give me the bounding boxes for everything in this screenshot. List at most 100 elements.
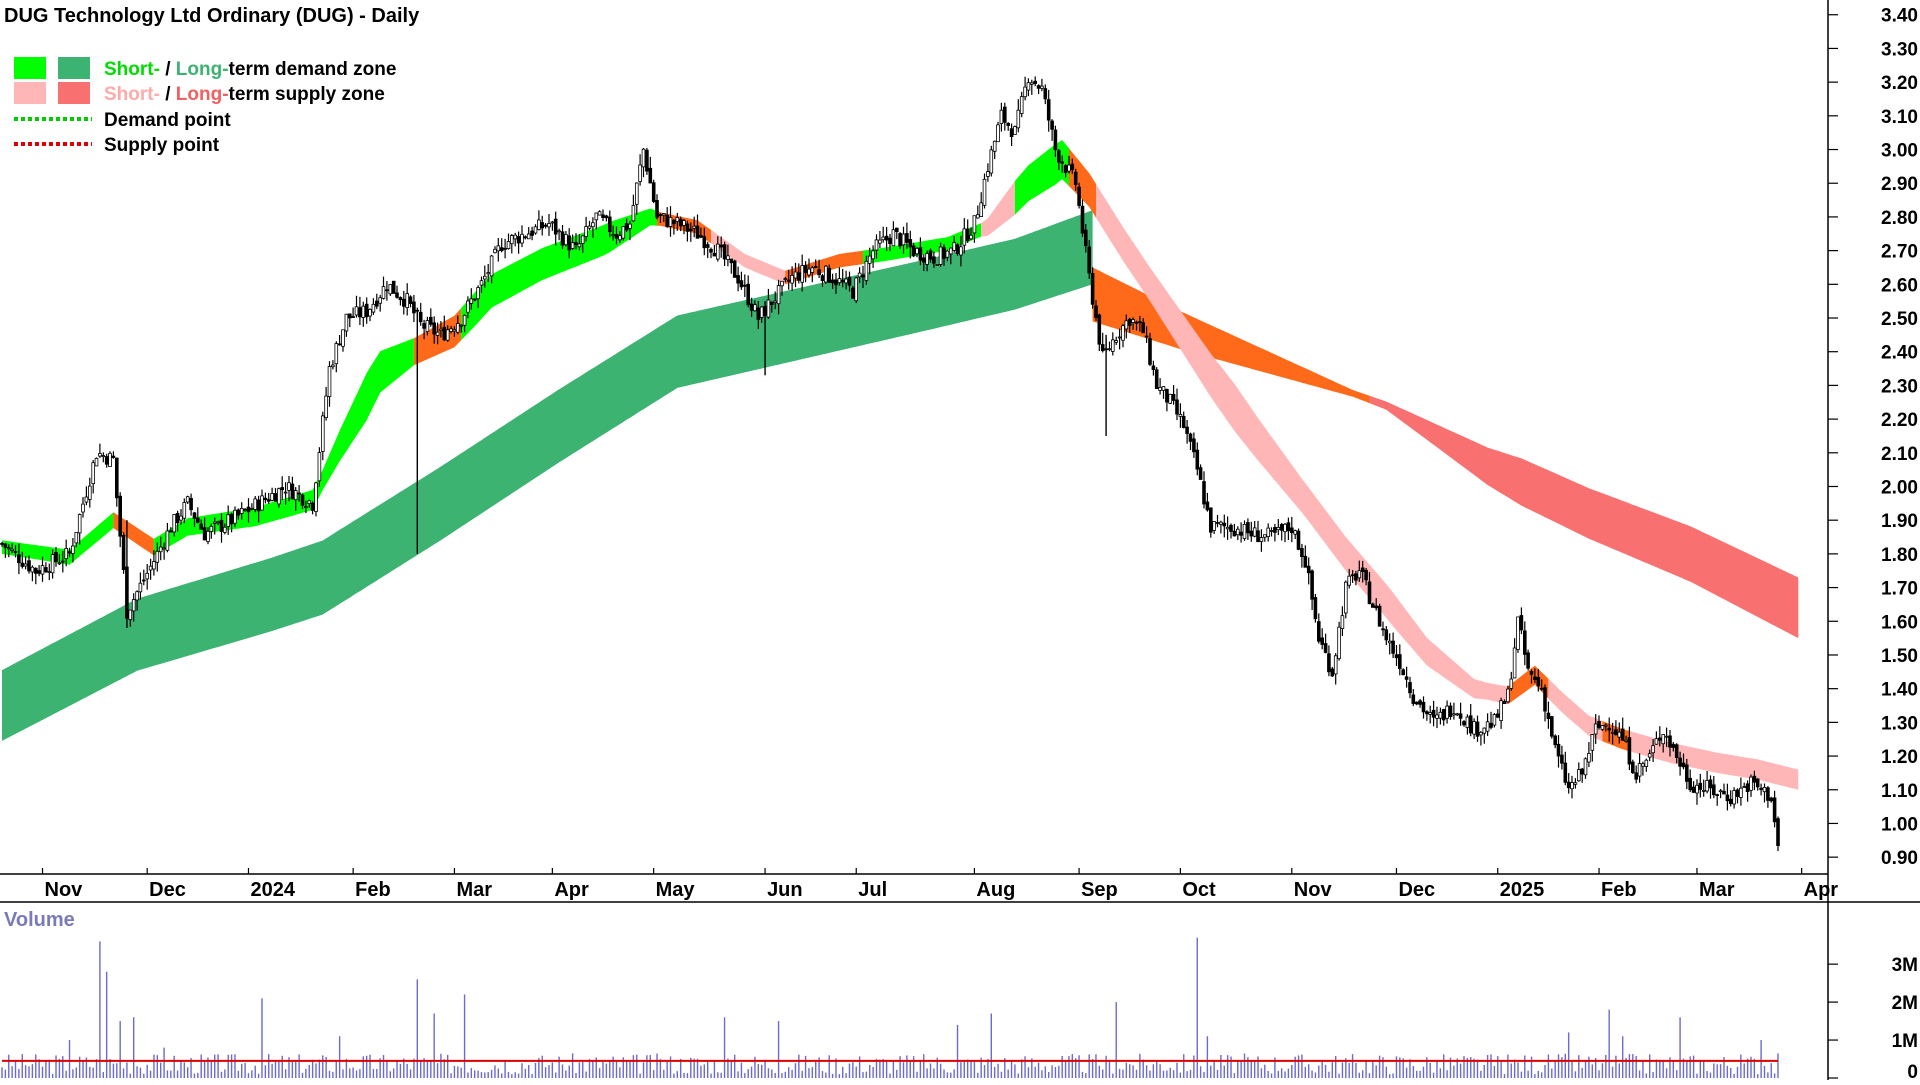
candle-body — [401, 298, 406, 307]
candle-body — [23, 563, 28, 567]
candle-body — [195, 517, 200, 523]
candle-body — [759, 306, 764, 318]
candle-body — [743, 284, 747, 287]
candle-body — [1479, 732, 1483, 736]
candle-body — [1688, 777, 1693, 791]
candle-body — [1472, 721, 1476, 735]
candle-body — [459, 324, 463, 327]
candle-body — [486, 272, 490, 275]
candle-body — [327, 366, 332, 398]
candle-body — [415, 309, 420, 312]
candle-body — [1529, 671, 1534, 675]
candle-body — [1772, 797, 1777, 823]
candle-body — [1685, 764, 1689, 782]
candle-body — [7, 547, 11, 550]
candle-body — [1171, 393, 1176, 401]
candle-body — [513, 234, 517, 240]
candle-body — [722, 244, 727, 260]
price-tick-label: 1.00 — [1881, 814, 1918, 835]
candle-body — [749, 303, 754, 311]
candle-body — [1371, 603, 1375, 608]
candle-body — [797, 272, 801, 281]
candle-body — [1607, 727, 1612, 731]
candle-body — [199, 523, 204, 530]
candle-body — [1036, 85, 1041, 89]
month-label-jul: Jul — [858, 879, 887, 901]
candle-body — [604, 215, 609, 219]
candle-body — [489, 255, 494, 277]
candle-body — [74, 532, 79, 544]
candle-body — [1117, 336, 1122, 339]
candle-body — [854, 277, 858, 302]
month-label-sep: Sep — [1081, 879, 1118, 901]
candle-body — [553, 218, 558, 235]
candle-body — [1668, 735, 1672, 748]
candle-body — [1175, 399, 1179, 415]
candle-body — [469, 298, 474, 304]
candle-body — [942, 247, 946, 259]
candle-body — [1742, 786, 1747, 788]
candle-body — [1428, 712, 1433, 715]
legend-long-demand-swatch — [58, 57, 90, 79]
legend-supply-sep: / — [160, 84, 176, 105]
candle-body — [152, 561, 156, 570]
legend-short-demand-swatch — [14, 57, 46, 79]
price-tick-label: 3.30 — [1881, 39, 1918, 60]
candle-body — [243, 508, 247, 511]
volume-panel: Volume 3M 2M 1M 0 — [1, 909, 1918, 1083]
candle-body — [131, 599, 136, 612]
candle-body — [716, 243, 720, 260]
candle-body — [830, 279, 835, 284]
candle-body — [1019, 96, 1024, 114]
candle-body — [1006, 123, 1010, 126]
candle-body — [1414, 701, 1419, 705]
month-label-mar: Mar — [456, 879, 492, 901]
candle-body — [608, 216, 612, 233]
candle-body — [813, 265, 818, 268]
candle-body — [432, 322, 436, 335]
candle-body — [530, 230, 534, 236]
candle-body — [1492, 714, 1497, 726]
candle-body — [1651, 745, 1655, 754]
candle-body — [1755, 778, 1760, 788]
price-tick-label: 2.50 — [1881, 309, 1918, 330]
price-tick-label: 1.30 — [1881, 713, 1918, 734]
candle-body — [567, 235, 571, 251]
candle-body — [61, 560, 65, 563]
candle-body — [91, 462, 96, 485]
candle-body — [1364, 569, 1368, 581]
candle-body — [516, 236, 521, 244]
candle-body — [1347, 575, 1352, 586]
short-term-zone-segment-7 — [711, 229, 786, 285]
candle-body — [1009, 128, 1014, 137]
candle-body — [1647, 753, 1652, 758]
candle-body — [641, 148, 646, 168]
candle-body — [1043, 88, 1048, 100]
candle-body — [803, 264, 808, 273]
candle-body — [293, 490, 298, 501]
candle-body — [611, 234, 615, 237]
candle-body — [878, 239, 882, 244]
volume-tick-label: 3M — [1892, 955, 1918, 976]
candle-body — [1100, 344, 1105, 352]
candle-body — [824, 265, 828, 283]
candle-body — [334, 343, 339, 365]
candle-body — [115, 457, 119, 499]
candle-body — [493, 248, 497, 254]
candle-body — [837, 278, 842, 284]
candle-body — [898, 233, 902, 247]
candle-body — [1279, 524, 1284, 531]
candle-body — [388, 284, 393, 295]
candle-body — [57, 562, 62, 565]
candle-body — [1374, 605, 1379, 609]
candle-body — [1681, 762, 1686, 768]
month-label-apr: Apr — [554, 879, 589, 901]
candle-body — [1563, 762, 1568, 783]
candle-body — [807, 268, 811, 276]
price-tick-label: 0.90 — [1881, 848, 1918, 869]
candle-body — [1219, 521, 1223, 525]
candle-body — [165, 530, 170, 551]
candle-body — [658, 213, 663, 217]
candle-body — [1273, 527, 1277, 533]
